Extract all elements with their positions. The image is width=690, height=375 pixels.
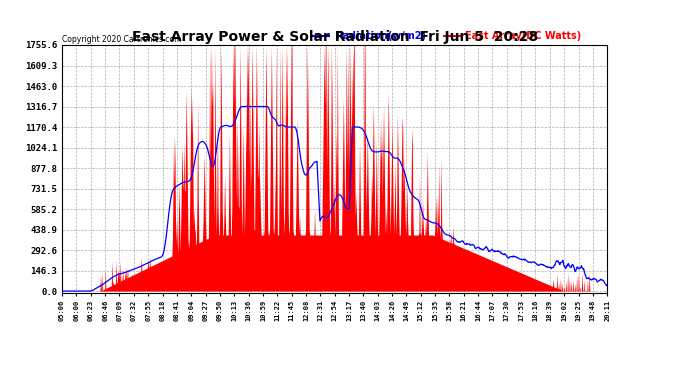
Text: Copyright 2020 Cartronics.com: Copyright 2020 Cartronics.com	[62, 35, 181, 44]
Text: Radiation(w/m2): Radiation(w/m2)	[335, 32, 426, 41]
Text: East Array(DC Watts): East Array(DC Watts)	[466, 32, 582, 41]
Title: East Array Power & Solar Radiation  Fri Jun 5  20:28: East Array Power & Solar Radiation Fri J…	[132, 30, 538, 44]
